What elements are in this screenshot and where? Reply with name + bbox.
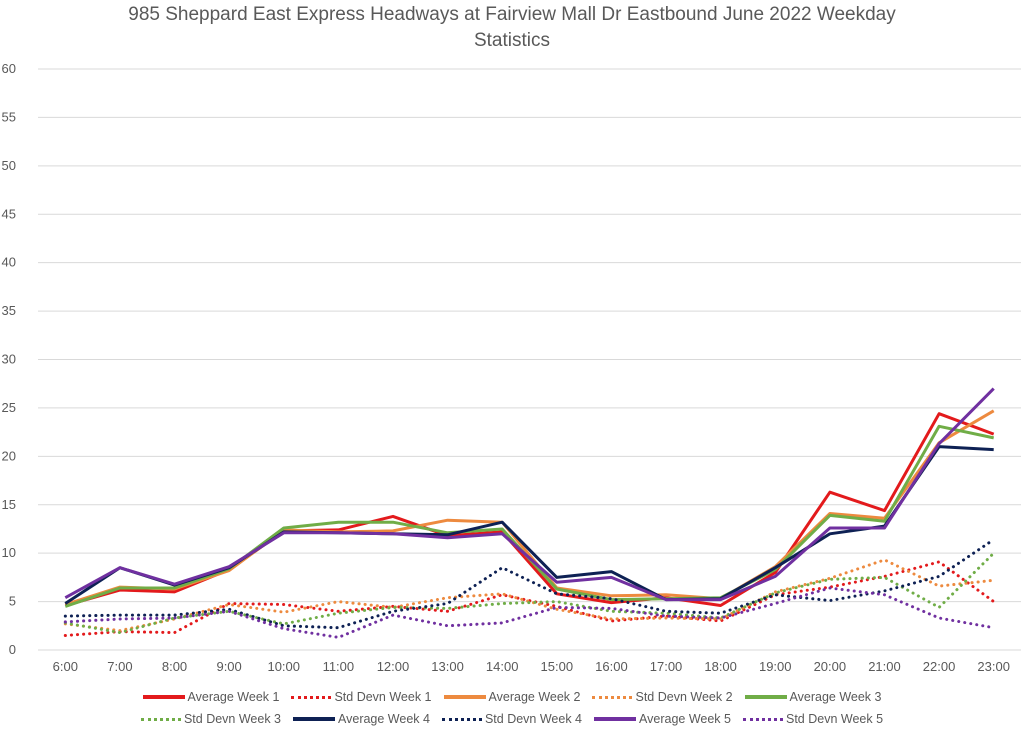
x-tick-label: 18:00	[704, 659, 737, 674]
series-line-average-week-5	[64, 387, 995, 602]
legend-item: Std Devn Week 1	[291, 690, 432, 704]
x-tick-label: 12:00	[377, 659, 410, 674]
legend-label: Average Week 5	[639, 712, 731, 726]
legend-item: Std Devn Week 2	[592, 690, 733, 704]
y-tick-label: 15	[2, 497, 16, 512]
chart-title: 985 Sheppard East Express Headways at Fa…	[0, 2, 1024, 54]
x-tick-label: 11:00	[323, 659, 355, 674]
x-tick-label: 19:00	[759, 659, 792, 674]
legend-label: Std Devn Week 2	[635, 690, 733, 704]
legend-item: Average Week 3	[744, 690, 882, 704]
series-line-std-devn-week-3	[63, 551, 996, 635]
legend-item: Average Week 2	[443, 690, 581, 704]
x-tick-label: 20:00	[814, 659, 847, 674]
x-tick-label: 15:00	[541, 659, 574, 674]
series-line-std-devn-week-1	[63, 560, 996, 637]
x-axis-ticks: 6:00 7:00 8:00 9:00 10:00 11:00 12:00 13:00 14:0…	[53, 659, 1010, 674]
legend-swatch	[441, 717, 482, 721]
y-tick-label: 55	[2, 109, 16, 124]
x-tick-label: 9:00	[216, 659, 241, 674]
series-line-std-devn-week-2	[63, 558, 996, 633]
x-tick-label: 6:00	[53, 659, 78, 674]
legend-item: Std Devn Week 5	[742, 712, 884, 726]
series-line-std-devn-week-5	[63, 586, 996, 639]
x-tick-label: 23:00	[977, 659, 1010, 674]
legend-item: Average Week 1	[142, 690, 280, 704]
legend-row: Average Week 1 Std Devn Week 1 Average Wee…	[0, 686, 1024, 708]
legend-swatch	[443, 695, 486, 699]
x-tick-label: 13:00	[431, 659, 464, 674]
chart-legend: Average Week 1 Std Devn Week 1 Average Wee…	[0, 686, 1024, 730]
legend-swatch	[142, 695, 185, 699]
x-tick-label: 14:00	[486, 659, 519, 674]
series-lines	[63, 387, 996, 639]
x-tick-label: 16:00	[595, 659, 628, 674]
legend-item: Std Devn Week 3	[140, 712, 281, 726]
legend-row: Std Devn Week 3 Average Week 4 Std Devn We…	[0, 708, 1024, 730]
y-tick-label: 60	[2, 61, 16, 76]
legend-swatch	[293, 717, 335, 721]
legend-label: Average Week 1	[187, 690, 280, 704]
x-tick-label: 7:00	[107, 659, 132, 674]
y-tick-label: 40	[2, 255, 16, 270]
y-tick-label: 10	[2, 545, 16, 560]
x-tick-label: 10:00	[267, 659, 300, 674]
y-tick-label: 50	[2, 158, 16, 173]
legend-swatch	[291, 695, 332, 699]
legend-label: Average Week 3	[789, 690, 882, 704]
legend-item: Average Week 4	[293, 712, 430, 726]
y-tick-label: 25	[2, 400, 16, 415]
y-tick-label: 45	[2, 206, 16, 221]
legend-item: Average Week 5	[594, 712, 731, 726]
x-tick-label: 17:00	[650, 659, 683, 674]
legend-swatch	[744, 695, 787, 699]
legend-label: Average Week 4	[338, 712, 430, 726]
chart-title-line-2: Statistics	[473, 30, 551, 51]
y-tick-label: 20	[2, 448, 16, 463]
x-tick-label: 22:00	[923, 659, 956, 674]
legend-swatch	[140, 717, 181, 721]
legend-label: Std Devn Week 3	[183, 712, 281, 726]
y-tick-label: 5	[9, 594, 16, 609]
legend-swatch	[592, 695, 633, 699]
chart-title-line-1: 985 Sheppard East Express Headways at Fa…	[128, 4, 896, 25]
series-line-average-week-2	[64, 409, 995, 606]
legend-swatch	[742, 717, 783, 721]
legend-swatch	[594, 717, 637, 721]
y-tick-label: 30	[2, 352, 16, 367]
legend-label: Std Devn Week 5	[785, 712, 884, 726]
gridlines: 0 5 10 15 20 25 30 35 40 45 50 55 60	[2, 61, 1021, 657]
legend-label: Std Devn Week 4	[484, 712, 583, 726]
legend-item: Std Devn Week 4	[441, 712, 583, 726]
x-tick-label: 21:00	[868, 659, 901, 674]
y-tick-label: 35	[2, 303, 16, 318]
x-tick-label: 8:00	[162, 659, 187, 674]
legend-label: Average Week 2	[488, 690, 581, 704]
legend-label: Std Devn Week 1	[334, 690, 432, 704]
y-tick-label: 0	[9, 642, 16, 657]
